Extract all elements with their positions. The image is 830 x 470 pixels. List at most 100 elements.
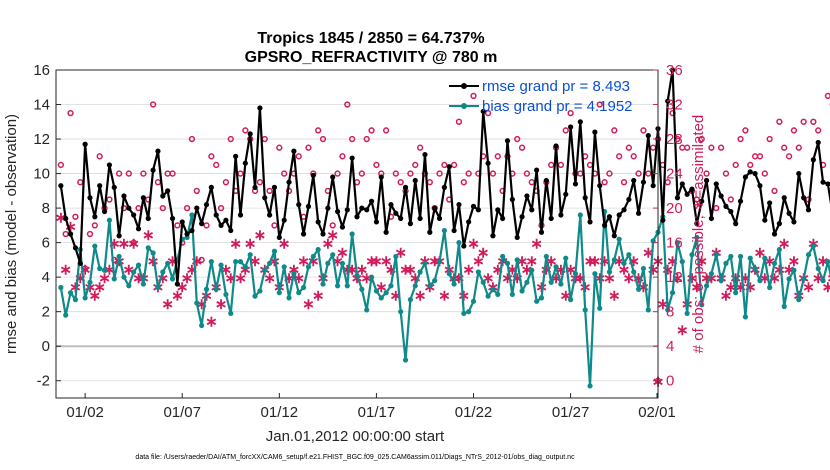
rmse-series-marker (786, 210, 792, 216)
rmse-series-marker (572, 181, 579, 187)
rmse-series-marker (660, 217, 666, 223)
rmse-series-marker (315, 219, 321, 225)
obs-assimilated-marker: ∗ (59, 262, 72, 279)
obs-possible-marker (305, 144, 312, 151)
bias-series-marker (703, 283, 710, 289)
obs-possible-marker (106, 196, 113, 203)
bias-series-marker (558, 281, 564, 287)
rmse-series-marker (791, 219, 797, 225)
bias-series-marker (728, 253, 734, 260)
x-tick-label: 01/27 (552, 404, 590, 421)
rmse-series-marker (242, 160, 248, 166)
obs-possible-marker (649, 144, 657, 151)
legend: rmse grand pr = 8.493 bias grand pr = 4.… (449, 78, 633, 115)
bias-series-marker (524, 279, 530, 285)
rmse-series-marker (247, 131, 253, 137)
obs-possible-marker (455, 118, 463, 125)
rmse-series-marker (354, 214, 360, 220)
data-file-footer: data file: /Users/raeder/DAI/ATM_forcXX/… (135, 454, 575, 461)
bias-series-marker (699, 302, 705, 308)
obs-possible-marker (713, 204, 720, 212)
obs-assimilated-marker: ∗ (438, 287, 451, 304)
rmse-series-marker (752, 170, 758, 177)
obs-possible-marker (737, 135, 744, 143)
obs-possible-marker (489, 170, 497, 177)
rmse-series-marker (334, 208, 341, 215)
bias-series-marker (771, 260, 778, 266)
obs-possible-marker (815, 127, 822, 134)
x-tick-label: 01/02 (66, 404, 104, 421)
rmse-series-marker (626, 196, 632, 203)
bias-series-marker (635, 286, 642, 292)
obs-assimilated-marker: ∗ (399, 262, 412, 279)
rmse-series-marker (97, 183, 103, 189)
bias-series-marker (412, 283, 418, 289)
obs-assimilated-marker: ∗ (788, 253, 801, 270)
bias-series-marker (776, 246, 782, 253)
rmse-series-marker (427, 229, 433, 235)
rmse-series-marker (558, 212, 564, 218)
bias-series-marker (611, 257, 617, 263)
obs-possible-marker (334, 170, 341, 177)
rmse-series-marker (402, 184, 409, 190)
obs-possible-marker (373, 161, 380, 169)
obs-possible-marker (630, 153, 637, 160)
rmse-series-marker (165, 188, 171, 194)
rmse-series-layer (58, 67, 830, 287)
obs-possible-marker (484, 110, 492, 117)
rmse-series-marker (475, 207, 481, 213)
bias-series-marker (762, 255, 768, 261)
obs-possible-marker (77, 179, 84, 186)
bias-series-marker (325, 260, 331, 266)
obs-assimilated-marker: ∗ (414, 287, 427, 304)
obs-assimilated-marker: ∗ (370, 253, 383, 270)
rmse-series-marker (199, 221, 205, 227)
rmse-series-marker (388, 202, 394, 208)
bias-series-marker (300, 284, 307, 291)
y-tick-label: 12 (33, 131, 50, 148)
obs-possible-marker (465, 170, 472, 177)
obs-assimilated-marker: ∗ (171, 287, 184, 304)
rmse-series-marker (364, 207, 370, 213)
bias-series-marker (519, 288, 525, 294)
rmse-series-marker (412, 177, 418, 184)
bias-series-marker (208, 259, 214, 265)
obs-possible-marker (776, 118, 783, 125)
rmse-series-marker (451, 227, 457, 234)
obs-assimilated-marker: ∗ (312, 287, 325, 304)
rmse-series-marker (485, 160, 491, 166)
rmse-series-marker (344, 207, 350, 213)
obs-assimilated-marker: ∗ (244, 236, 257, 253)
rmse-series-marker (577, 119, 583, 125)
rmse-series-marker (184, 231, 190, 237)
rmse-series-marker (519, 214, 525, 220)
obs-possible-marker (188, 135, 196, 143)
obs-possible-marker (698, 135, 705, 143)
obs-possible-marker (96, 153, 103, 160)
obs-possible-marker (397, 179, 404, 186)
bias-series-marker (451, 281, 457, 287)
bias-series-marker (378, 295, 384, 301)
rmse-series-marker (378, 174, 384, 180)
bias-series-marker (422, 260, 428, 266)
rmse-series-marker (271, 184, 278, 190)
rmse-series-marker (679, 181, 685, 187)
rmse-series-marker (160, 193, 166, 199)
obs-possible-marker (751, 153, 759, 160)
bias-series-layer (58, 208, 830, 389)
rmse-series-marker (801, 195, 807, 201)
bias-series-marker (334, 283, 341, 289)
obs-possible-marker (222, 179, 230, 186)
obs-possible-marker (130, 239, 137, 246)
rmse-series-marker (194, 205, 200, 211)
bias-series-marker (135, 262, 142, 268)
bias-series-marker (684, 310, 690, 317)
obs-assimilated-marker: ∗ (458, 287, 471, 304)
rmse-series-marker (703, 177, 710, 184)
rmse-series-marker (500, 215, 506, 222)
obs-assimilated-marker: ∗ (530, 236, 543, 253)
obs-possible-marker (523, 170, 531, 177)
rmse-series-marker (189, 227, 195, 234)
bias-series-marker (631, 269, 637, 275)
obs-assimilated-marker: ∗ (380, 253, 393, 270)
